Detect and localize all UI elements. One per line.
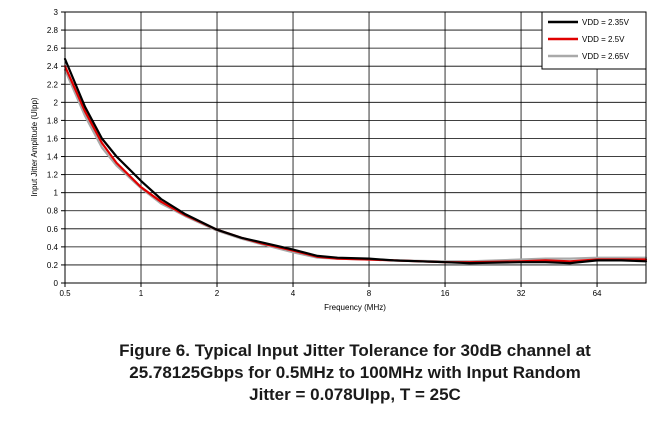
legend-label-vdd-2-5v: VDD = 2.5V xyxy=(582,35,625,44)
y-axis-ticks: 0 0.2 0.4 0.6 0.8 1 1.2 1.4 1.6 1.8 2 2.2 2.4 2.6 2.8 3 xyxy=(47,8,59,288)
series-lines xyxy=(63,57,648,265)
y-tick-label: 2.8 xyxy=(47,26,59,35)
y-tick-label: 0.2 xyxy=(47,261,59,270)
caption-line-1: Figure 6. Typical Input Jitter Tolerance… xyxy=(119,341,591,360)
caption-line-2: 25.78125Gbps for 0.5MHz to 100MHz with I… xyxy=(129,363,581,382)
x-tick-label: 32 xyxy=(517,289,526,298)
y-tick-label: 3 xyxy=(54,8,59,17)
y-tick-label: 1.2 xyxy=(47,171,59,180)
legend-label-vdd-2-65v: VDD = 2.65V xyxy=(582,52,630,61)
plot-border xyxy=(64,11,647,284)
y-tick-label: 0.8 xyxy=(47,207,59,216)
chart: 0.5 1 2 4 8 16 32 64 00.20.40.60.811.21.41.61.8… xyxy=(30,8,648,312)
y-tick-label: 0.6 xyxy=(47,225,59,234)
x-tick-label: 64 xyxy=(593,289,602,298)
y-tick-label: 2.2 xyxy=(47,80,59,89)
y-axis-title: Input Jitter Amplitude (UIpp) xyxy=(30,97,39,196)
caption-line-3: Jitter = 0.078UIpp, T = 25C xyxy=(249,385,461,404)
x-tick-label: 1 xyxy=(139,289,144,298)
x-tick-label: 8 xyxy=(367,289,372,298)
x-tick-label: 0.5 xyxy=(59,289,71,298)
x-tick-label: 16 xyxy=(441,289,450,298)
y-tick-label: 2.6 xyxy=(47,44,59,53)
legend: VDD = 2.35V VDD = 2.5V VDD = 2.65V xyxy=(541,11,647,70)
y-tick-label: 2.4 xyxy=(47,62,59,71)
y-tick-label: 0 xyxy=(54,279,59,288)
x-tick-label: 4 xyxy=(291,289,296,298)
series-line-vdd-2-35v xyxy=(63,57,648,265)
x-axis-title: Frequency (MHz) xyxy=(324,303,386,312)
y-tick-label: 1.6 xyxy=(47,134,59,143)
y-tick-label: 1.8 xyxy=(47,116,59,125)
x-tick-label: 2 xyxy=(215,289,220,298)
y-tick-label: 1.4 xyxy=(47,153,59,162)
figure-caption: Figure 6. Typical Input Jitter Tolerance… xyxy=(40,340,669,406)
legend-label-vdd-2-35v: VDD = 2.35V xyxy=(582,18,630,27)
x-axis-ticks: 0.5 1 2 4 8 16 32 64 xyxy=(59,289,602,298)
y-tick-label: 1 xyxy=(54,189,59,198)
y-tick-label: 2 xyxy=(54,98,59,107)
y-tick-label: 0.4 xyxy=(47,243,59,252)
